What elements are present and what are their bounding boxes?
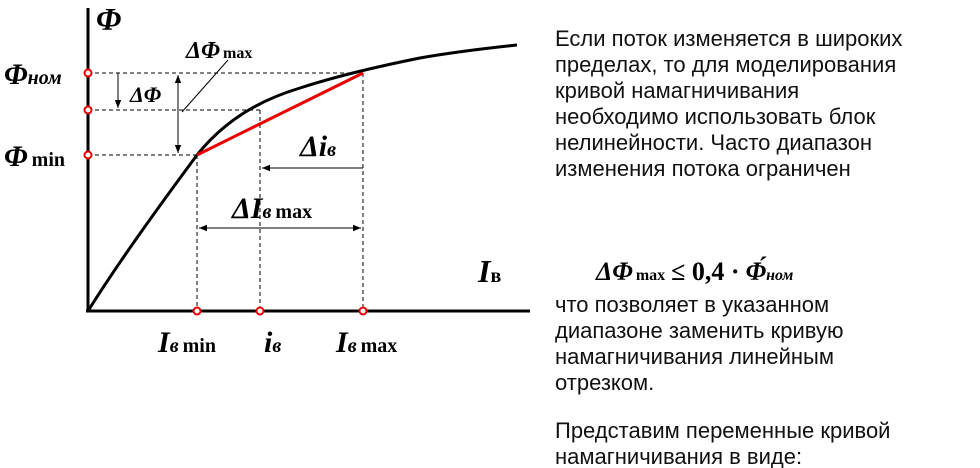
- text-line: диапазоне заменить кривую: [555, 318, 843, 343]
- text-line: Представим переменные кривой: [555, 418, 890, 443]
- delta-flux-max-label: ΔΦ max: [185, 38, 252, 64]
- formula: ΔΦ max ≤ 0,4 · Φ́ном: [595, 257, 793, 286]
- delta-i-label: Δiв: [299, 130, 336, 163]
- text-line: намагничивания в виде:: [555, 444, 802, 468]
- linear-segment: [196, 71, 364, 157]
- text-line: нелинейности. Часто диапазон: [555, 130, 872, 155]
- text-line: пределах, то для моделирования: [555, 52, 896, 77]
- text-line: изменения потока ограничен: [555, 156, 851, 181]
- text-line: Если поток изменяется в широких: [555, 26, 902, 51]
- text-line: кривой намагничивания: [555, 78, 799, 103]
- points: [83, 68, 368, 316]
- delta-flux-label: ΔΦ: [129, 82, 161, 107]
- i-label: iв: [264, 326, 281, 359]
- arrows: [114, 59, 363, 232]
- text-block: Если поток изменяется в широкихпределах,…: [555, 26, 902, 468]
- guides: [88, 72, 364, 311]
- text-line: отрезком.: [555, 370, 654, 395]
- i-max-label: Iв max: [335, 326, 397, 359]
- text-line: необходимо использовать блок: [555, 104, 876, 129]
- axis-y-label: Φ: [96, 1, 121, 37]
- delta-i-max-label: ΔIв max: [231, 192, 312, 225]
- flux-nom-label: Φном: [4, 58, 62, 91]
- text-line: что позволяет в указанном: [555, 292, 829, 317]
- i-min-label: Iв min: [157, 326, 216, 359]
- magnetization-curve: [86, 43, 518, 312]
- text-line: намагничивания линейным: [555, 344, 834, 369]
- axis-x-label: Iв: [477, 253, 501, 289]
